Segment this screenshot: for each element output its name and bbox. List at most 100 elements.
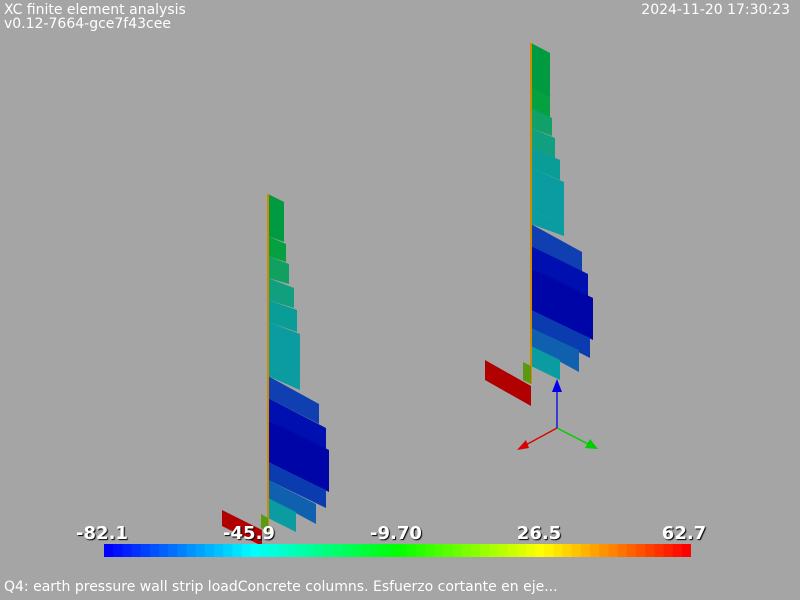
color-scale-segment <box>571 544 582 557</box>
color-scale-segment <box>177 544 188 557</box>
footing-band <box>261 514 268 532</box>
color-scale-segment <box>351 544 362 557</box>
color-scale-segment <box>489 544 499 557</box>
diagram-band <box>531 224 582 272</box>
diagram-band <box>268 194 284 242</box>
color-scale-segment <box>360 544 371 557</box>
color-scale-segment <box>397 544 408 557</box>
app-title: XC finite element analysis <box>4 2 186 18</box>
color-scale-segment <box>305 544 316 557</box>
color-scale-segment <box>214 544 224 557</box>
color-scale-segment <box>507 544 518 557</box>
color-scale-segment <box>470 544 481 557</box>
diagram-band <box>268 420 329 492</box>
x-axis-arrow-icon <box>517 440 529 450</box>
diagram-band <box>531 168 564 224</box>
color-scale-segment <box>562 544 573 557</box>
color-scale-segment <box>122 544 133 557</box>
color-scale-segment <box>681 544 691 557</box>
color-scale-segment <box>223 544 233 557</box>
color-scale-segment <box>516 544 527 557</box>
color-scale-segment <box>186 544 197 557</box>
color-scale-segment <box>104 544 114 557</box>
color-scale-segment <box>434 544 444 557</box>
color-scale-segment <box>498 544 509 557</box>
diagram-band <box>268 366 300 390</box>
z-axis-arrow-icon <box>552 379 562 392</box>
diagram-band <box>268 462 326 508</box>
color-scale-segment <box>195 544 206 557</box>
color-scale-segment <box>626 544 637 557</box>
color-scale-segment <box>278 544 289 557</box>
color-scale-segment <box>342 544 353 557</box>
diagram-band <box>268 498 296 532</box>
y-axis <box>556 427 593 447</box>
footing-band <box>523 362 531 384</box>
color-scale-segment <box>131 544 142 557</box>
color-scale-segment <box>379 544 389 557</box>
color-scale-segment <box>590 544 600 557</box>
color-scale-segment <box>168 544 178 557</box>
color-scale-segment <box>480 544 490 557</box>
color-scale-segment <box>544 544 555 557</box>
diagram-band <box>268 480 316 524</box>
right-wall-diagram <box>485 43 593 406</box>
color-scale-segment <box>635 544 646 557</box>
color-scale-segment <box>553 544 564 557</box>
color-scale-segment <box>608 544 619 557</box>
color-scale-segment <box>461 544 472 557</box>
color-scale-segment <box>232 544 243 557</box>
diagram-band <box>531 310 590 358</box>
color-scale-segment <box>663 544 674 557</box>
color-scale-segment <box>406 544 417 557</box>
color-scale-segment <box>599 544 610 557</box>
diagram-band <box>531 148 560 180</box>
diagram-band <box>531 268 593 340</box>
diagram-band <box>268 256 289 284</box>
scalar-bar-tick-label: -82.1 <box>76 523 128 544</box>
color-scale-segment <box>314 544 325 557</box>
axes-triad <box>517 379 598 450</box>
scalar-bar-tick-label: -9.70 <box>370 523 422 544</box>
color-scale-segment <box>645 544 655 557</box>
color-scale-segment <box>388 544 399 557</box>
left-wall-diagram <box>222 194 329 546</box>
diagram-band <box>531 246 588 298</box>
color-scale-segment <box>149 544 160 557</box>
diagram-band <box>268 300 297 332</box>
x-axis <box>521 427 558 448</box>
color-scale-segment <box>204 544 215 557</box>
color-scale-segment <box>617 544 628 557</box>
color-scale-segment <box>159 544 169 557</box>
color-scale-segment <box>415 544 426 557</box>
scalar-bar-tick-label: 62.7 <box>661 523 707 544</box>
color-scale-segment <box>443 544 454 557</box>
color-scale-segment <box>259 544 270 557</box>
color-scale-segment <box>425 544 435 557</box>
color-scale-segment <box>525 544 536 557</box>
diagram-band <box>531 346 560 380</box>
color-scale-segment <box>324 544 334 557</box>
footing-band <box>222 510 262 546</box>
diagram-band <box>268 376 319 424</box>
diagram-band <box>531 108 552 136</box>
y-axis-arrow-icon <box>585 439 598 449</box>
diagram-band <box>268 398 326 450</box>
color-scale-segment <box>113 544 123 557</box>
color-scale-segment <box>580 544 591 557</box>
color-scale-segment <box>369 544 380 557</box>
diagram-band <box>531 328 579 372</box>
footing-band <box>485 360 531 406</box>
color-scale-segment <box>140 544 151 557</box>
color-scale-segment <box>452 544 463 557</box>
color-scale-segment <box>269 544 279 557</box>
color-scale-segment <box>241 544 252 557</box>
color-scale-segment <box>333 544 344 557</box>
app-version: v0.12-7664-gce7f43cee <box>4 16 171 32</box>
color-scale-bar <box>104 544 691 557</box>
color-scale-segment <box>654 544 665 557</box>
scalar-bar-tick-label: -45.9 <box>223 523 275 544</box>
diagram-band <box>268 236 286 262</box>
color-scale-segment <box>250 544 261 557</box>
